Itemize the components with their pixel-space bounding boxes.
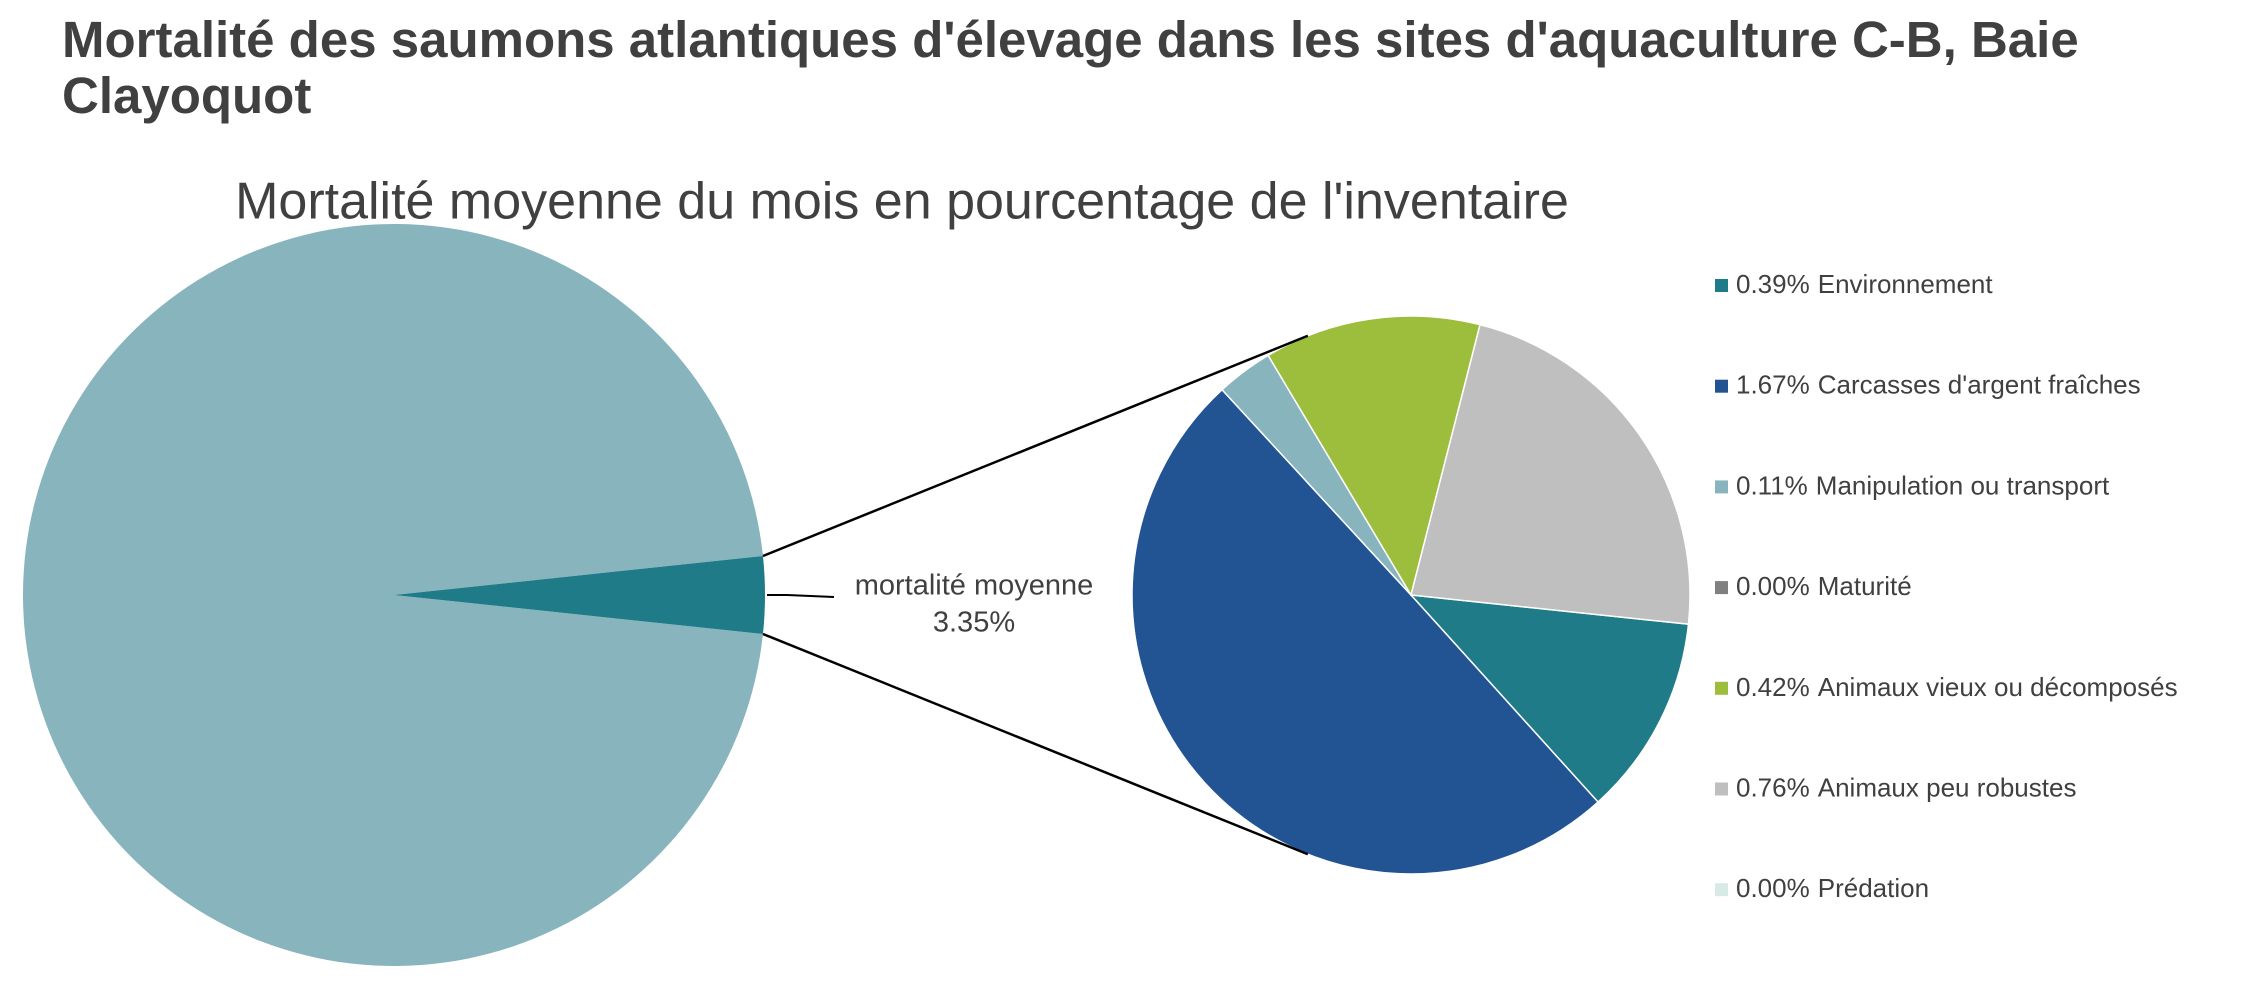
pie-slice [1409,594,1690,804]
legend-entry: 1.67% Carcasses d'argent fraîches [1736,370,2141,400]
pie-slice [394,556,766,634]
legend-marker [1715,581,1728,595]
legend-marker [1715,883,1728,897]
legend-label: Carcasses d'argent fraîches [1818,370,2141,400]
legend-label: Maturité [1818,571,1912,601]
connector-line [762,632,1309,856]
legend-entry: 0.39% Environnement [1736,269,1993,299]
legend-label: Environnement [1818,269,1994,299]
legend-marker [1715,279,1728,292]
chart-title: Mortalité des saumons atlantiques d'élev… [62,11,2079,124]
legend-label: Prédation [1818,873,1929,903]
pie-slice [1131,388,1600,875]
legend-label: Manipulation ou transport [1816,470,2110,500]
legend-value: 0.39% [1736,269,1810,299]
legend-label: Animaux vieux ou décomposés [1818,672,2178,702]
legend-marker [1715,681,1728,695]
data-label: 3.35% [933,607,1015,639]
legend-entry: 0.76% Animaux peu robustes [1736,772,2076,802]
data-label: mortalité moyenne [855,570,1094,602]
legend-label: Animaux peu robustes [1818,772,2077,802]
legend-value: 1.67% [1736,370,1810,400]
legend-entry: 0.42% Animaux vieux ou décomposés [1736,672,2178,702]
pie-slice [22,223,763,967]
legend-value: 0.00% [1736,571,1810,601]
pie-slice [1410,323,1691,625]
legend-marker [1715,480,1728,494]
leader-line [767,594,835,598]
connector-line [762,334,1309,558]
legend-entry: 0.00% Prédation [1736,873,1929,903]
legend-marker [1715,782,1728,796]
legend-entry: 0.00% Maturité [1736,571,1912,601]
chart-subtitle: Mortalité moyenne du mois en pourcentage… [235,173,1569,231]
legend-value: 0.76% [1736,772,1810,802]
legend-entry: 0.11% Manipulation ou transport [1736,470,2110,500]
legend-value: 0.11% [1736,470,1808,500]
legend-marker [1715,379,1728,393]
legend-value: 0.00% [1736,873,1810,903]
legend-value: 0.42% [1736,672,1810,702]
